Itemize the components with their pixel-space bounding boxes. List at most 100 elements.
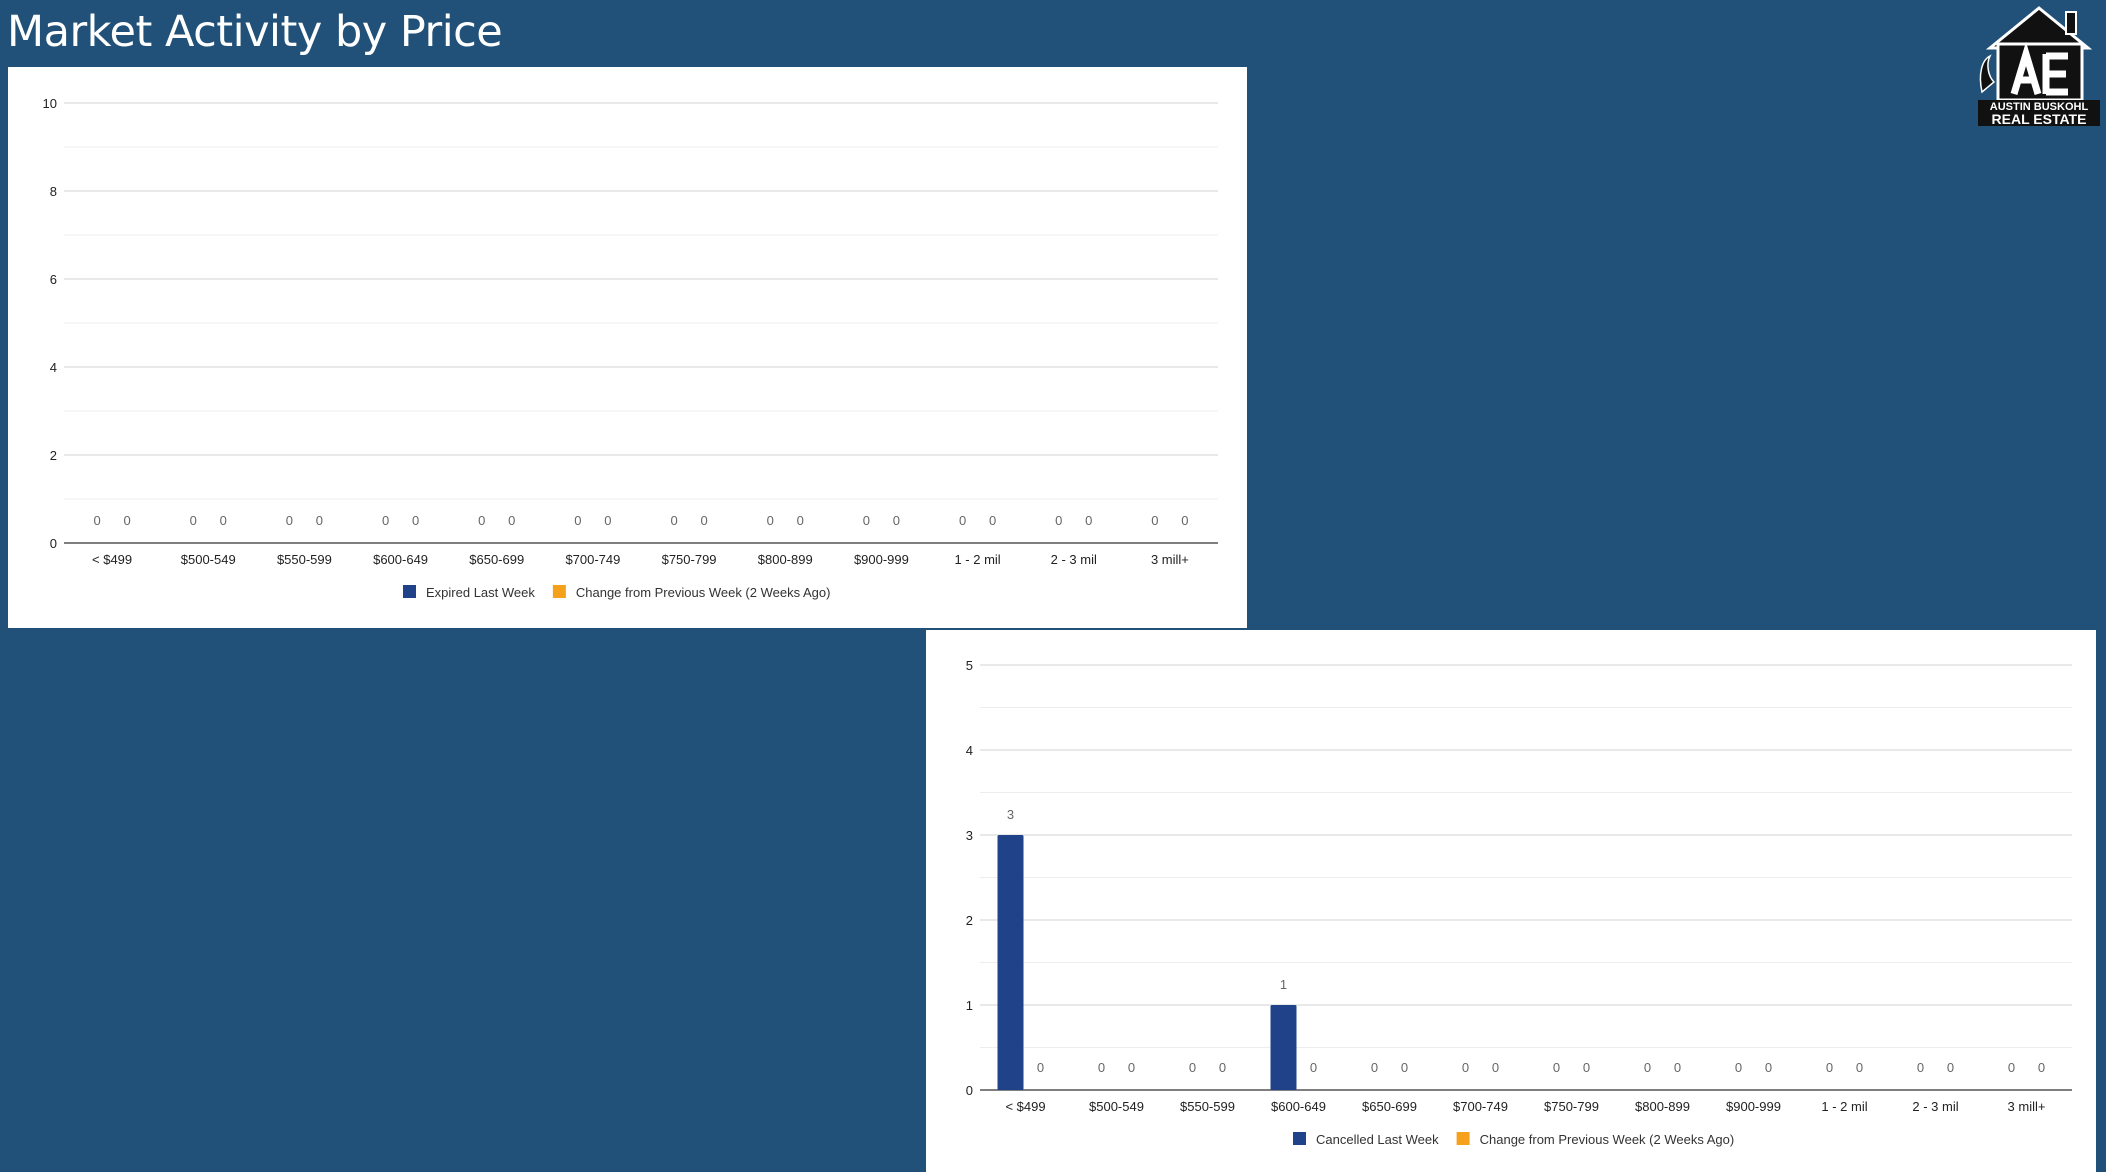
x-tick-label: < $499 xyxy=(92,552,132,567)
data-label: 0 xyxy=(1098,1060,1105,1075)
data-label: 0 xyxy=(1310,1060,1317,1075)
data-label: 0 xyxy=(1492,1060,1499,1075)
data-label: 0 xyxy=(1644,1060,1651,1075)
x-tick-label: $500-549 xyxy=(181,552,236,567)
cancelled-chart-panel: 0 1 2 3 4 5 < $499 3 0 $500-549 0 0 $550-599 0 0 $600-6… xyxy=(926,630,2096,1172)
data-label: 0 xyxy=(797,513,804,528)
data-label: 0 xyxy=(989,513,996,528)
legend-swatch xyxy=(403,585,416,598)
expired-chart-panel: 0 2 4 6 8 10 < $499 0 0 $500-549 0 0 $550-599 0 0 $600-… xyxy=(8,67,1247,628)
y-tick-label: 2 xyxy=(966,913,973,928)
bar xyxy=(997,835,1024,1090)
bar xyxy=(1270,1005,1297,1090)
data-label: 0 xyxy=(382,513,389,528)
x-tick-label: $550-599 xyxy=(1180,1099,1235,1114)
data-label: 0 xyxy=(1037,1060,1044,1075)
data-label: 0 xyxy=(1917,1060,1924,1075)
data-label: 0 xyxy=(767,513,774,528)
legend-label: Change from Previous Week (2 Weeks Ago) xyxy=(576,585,831,600)
data-label: 0 xyxy=(1462,1060,1469,1075)
data-label: 0 xyxy=(1826,1060,1833,1075)
x-tick-label: < $499 xyxy=(1005,1099,1045,1114)
logo-line2: REAL ESTATE xyxy=(1992,111,2087,126)
x-tick-label: $700-749 xyxy=(1453,1099,1508,1114)
y-tick-label: 4 xyxy=(50,360,57,375)
legend-label: Expired Last Week xyxy=(426,585,535,600)
data-label: 0 xyxy=(1371,1060,1378,1075)
data-label: 0 xyxy=(2038,1060,2045,1075)
legend-swatch xyxy=(1293,1132,1306,1145)
house-logo-icon: AUSTIN BUSKOHL REAL ESTATE xyxy=(1978,6,2100,127)
data-label: 0 xyxy=(893,513,900,528)
data-label: 0 xyxy=(1151,513,1158,528)
x-tick-label: $750-799 xyxy=(1544,1099,1599,1114)
legend-swatch xyxy=(552,585,566,598)
data-label: 3 xyxy=(1007,807,1014,822)
x-tick-label: $900-999 xyxy=(854,552,909,567)
x-tick-label: 3 mill+ xyxy=(2008,1099,2046,1114)
data-label: 0 xyxy=(1947,1060,1954,1075)
expired-chart: 0 2 4 6 8 10 < $499 0 0 $500-549 0 0 $550-599 0 0 $600-… xyxy=(43,96,1218,600)
data-label: 0 xyxy=(1181,513,1188,528)
data-label: 0 xyxy=(2008,1060,2015,1075)
legend-swatch xyxy=(1456,1132,1470,1145)
x-tick-label: $650-699 xyxy=(469,552,524,567)
y-tick-label: 0 xyxy=(966,1083,973,1098)
x-tick-label: $900-999 xyxy=(1726,1099,1781,1114)
x-tick-label: 1 - 2 mil xyxy=(954,552,1000,567)
data-label: 0 xyxy=(316,513,323,528)
data-label: 0 xyxy=(508,513,515,528)
x-tick-label: $700-749 xyxy=(565,552,620,567)
data-label: 0 xyxy=(959,513,966,528)
data-label: 0 xyxy=(1674,1060,1681,1075)
x-tick-label: 1 - 2 mil xyxy=(1821,1099,1867,1114)
x-tick-label: 3 mill+ xyxy=(1151,552,1189,567)
data-label: 0 xyxy=(700,513,707,528)
data-label: 0 xyxy=(863,513,870,528)
data-label: 0 xyxy=(1553,1060,1560,1075)
y-tick-label: 6 xyxy=(50,272,57,287)
data-label: 0 xyxy=(1583,1060,1590,1075)
data-label: 0 xyxy=(574,513,581,528)
data-label: 0 xyxy=(1085,513,1092,528)
y-tick-label: 10 xyxy=(43,96,57,111)
y-tick-label: 2 xyxy=(50,448,57,463)
x-tick-label: $800-899 xyxy=(758,552,813,567)
legend-label: Change from Previous Week (2 Weeks Ago) xyxy=(1480,1132,1735,1147)
data-label: 0 xyxy=(286,513,293,528)
y-tick-label: 0 xyxy=(50,536,57,551)
data-label: 0 xyxy=(1189,1060,1196,1075)
legend-label: Cancelled Last Week xyxy=(1316,1132,1439,1147)
data-label: 0 xyxy=(220,513,227,528)
y-tick-label: 3 xyxy=(966,828,973,843)
data-label: 0 xyxy=(1735,1060,1742,1075)
x-tick-label: $500-549 xyxy=(1089,1099,1144,1114)
data-label: 0 xyxy=(190,513,197,528)
y-tick-label: 4 xyxy=(966,743,973,758)
page-title: Market Activity by Price xyxy=(7,7,503,57)
data-label: 0 xyxy=(93,513,100,528)
data-label: 0 xyxy=(1765,1060,1772,1075)
y-tick-label: 8 xyxy=(50,184,57,199)
data-label: 0 xyxy=(412,513,419,528)
cancelled-chart: 0 1 2 3 4 5 < $499 3 0 $500-549 0 0 $550-599 0 0 $600-6… xyxy=(966,658,2072,1147)
company-logo: AUSTIN BUSKOHL REAL ESTATE xyxy=(1976,4,2102,127)
x-tick-label: 2 - 3 mil xyxy=(1051,552,1097,567)
data-label: 0 xyxy=(670,513,677,528)
x-tick-label: 2 - 3 mil xyxy=(1912,1099,1958,1114)
data-label: 0 xyxy=(1055,513,1062,528)
data-label: 0 xyxy=(478,513,485,528)
x-tick-label: $650-699 xyxy=(1362,1099,1417,1114)
x-tick-label: $550-599 xyxy=(277,552,332,567)
data-label: 0 xyxy=(123,513,130,528)
x-tick-label: $800-899 xyxy=(1635,1099,1690,1114)
data-label: 0 xyxy=(1856,1060,1863,1075)
data-label: 0 xyxy=(1219,1060,1226,1075)
x-tick-label: $750-799 xyxy=(662,552,717,567)
data-label: 1 xyxy=(1280,977,1287,992)
y-tick-label: 1 xyxy=(966,998,973,1013)
x-tick-label: $600-649 xyxy=(1271,1099,1326,1114)
data-label: 0 xyxy=(604,513,611,528)
logo-line1: AUSTIN BUSKOHL xyxy=(1990,101,2089,113)
x-tick-label: $600-649 xyxy=(373,552,428,567)
